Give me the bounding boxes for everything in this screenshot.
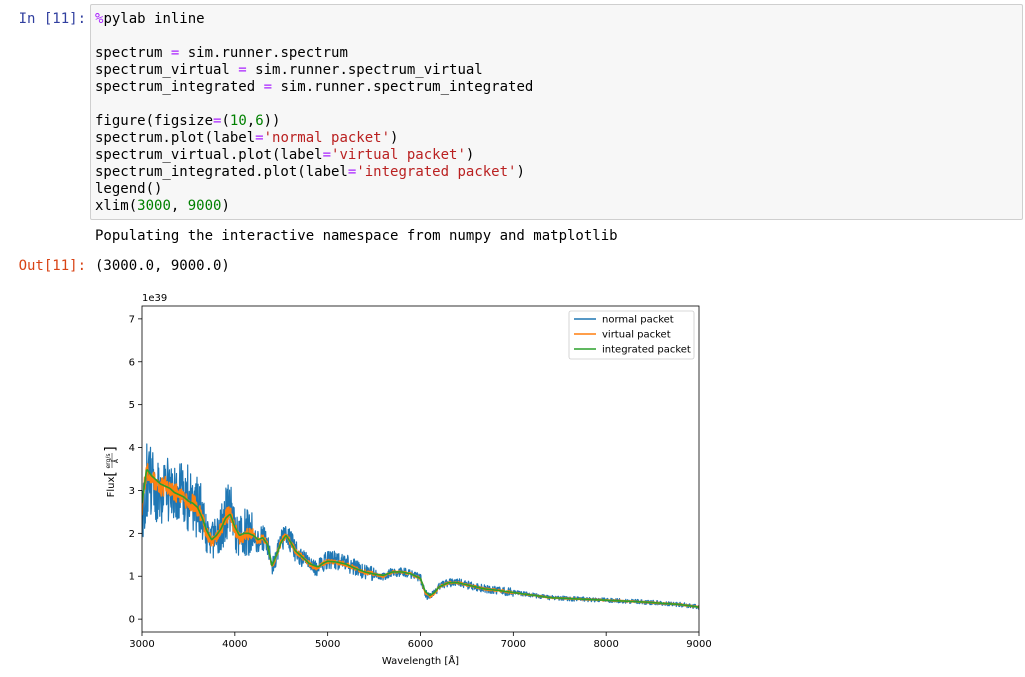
y-tick-label: 2 [129, 529, 135, 540]
series-line-normal-packet [142, 443, 699, 610]
code-line: spectrum_virtual.plot(label='virtual pac… [95, 147, 474, 163]
y-tick-label: 4 [129, 443, 135, 454]
code-token: = [238, 62, 247, 78]
code-token: )) [263, 113, 281, 129]
code-token: sim.runner.spectrum_integrated [272, 79, 534, 95]
legend-label: normal packet [602, 315, 674, 326]
y-axis-label-bracket: ] [103, 446, 119, 451]
code-line: spectrum_integrated.plot(label='integrat… [95, 164, 525, 180]
x-tick-label: 8000 [593, 639, 618, 650]
y-axis-label-prefix: Flux [106, 477, 117, 498]
legend-label: integrated packet [602, 345, 691, 356]
code-token: ( [221, 113, 230, 129]
code-line: legend() [95, 181, 162, 197]
code-token: = [263, 79, 273, 95]
input-prompt: In [11]: [18, 11, 86, 27]
code-editor[interactable]: %pylab inline spectrum = sim.runner.spec… [95, 11, 533, 215]
y-tick-label: 3 [129, 486, 135, 497]
code-token: figure(figsize [95, 113, 214, 129]
x-tick-label: 5000 [315, 639, 340, 650]
code-line: spectrum_integrated = sim.runner.spectru… [95, 79, 533, 95]
code-token: ) [221, 198, 230, 214]
code-token: sim.runner.spectrum [179, 45, 348, 61]
plot-area [142, 443, 699, 610]
code-token: = [347, 164, 357, 180]
y-axis-label-denominator: Å [113, 458, 120, 463]
y-tick-label: 0 [129, 615, 135, 626]
code-token: xlim( [95, 198, 138, 214]
y-tick-label: 5 [129, 400, 135, 411]
x-tick-label: 3000 [129, 639, 154, 650]
code-token: , [246, 113, 256, 129]
legend: normal packet virtual packet integrated pa… [568, 310, 695, 360]
code-token: pylab inline [103, 11, 205, 27]
code-line: xlim(3000, 9000) [95, 198, 230, 214]
y-tick-label: 1 [129, 572, 135, 583]
code-token: , [170, 198, 188, 214]
code-token: 'normal packet' [263, 130, 391, 146]
result-output: (3000.0, 9000.0) [95, 258, 230, 274]
legend-label: virtual packet [602, 330, 671, 341]
code-cell-input[interactable]: %pylab inline spectrum = sim.runner.spec… [90, 4, 1023, 220]
code-token: 9000 [187, 198, 222, 214]
code-token: spectrum_integrated.plot(label [95, 164, 348, 180]
code-token: 10 [229, 113, 247, 129]
code-token: sim.runner.spectrum_virtual [246, 62, 483, 78]
y-axis-label-bracket: [ [103, 471, 119, 476]
code-token: 'integrated packet' [356, 164, 517, 180]
x-tick-label: 9000 [686, 639, 711, 650]
code-token: 6 [255, 113, 264, 129]
code-token: spectrum_virtual [95, 62, 239, 78]
code-line: spectrum_virtual = sim.runner.spectrum_v… [95, 62, 483, 78]
code-token: ) [516, 164, 525, 180]
code-token: ) [465, 147, 475, 163]
code-token: = [322, 147, 332, 163]
code-token: 'virtual packet' [331, 147, 466, 163]
code-token: = [255, 130, 264, 146]
code-token: = [170, 45, 180, 61]
code-token: = [213, 113, 222, 129]
code-line: spectrum = sim.runner.spectrum [95, 45, 348, 61]
y-axis-label: Flux[ erg/s Å] [103, 446, 120, 497]
y-tick-label: 6 [129, 357, 135, 368]
code-line: figure(figsize=(10,6)) [95, 113, 280, 129]
code-token: ) [390, 130, 399, 146]
y-offset-label: 1e39 [142, 293, 167, 304]
code-token: 3000 [137, 198, 171, 214]
x-axis-label: Wavelength [Å] [382, 654, 459, 667]
y-axis-label-numerator: erg/s [105, 453, 112, 468]
legend-box [568, 310, 695, 360]
y-tick-label: 7 [129, 314, 135, 325]
output-prompt: Out[11]: [18, 258, 86, 274]
stream-output: Populating the interactive namespace fro… [95, 228, 618, 244]
x-tick-label: 4000 [222, 639, 247, 650]
series-line-integrated-packet [142, 469, 699, 608]
code-line: %pylab inline [95, 11, 205, 27]
code-token: spectrum.plot(label [95, 130, 256, 146]
code-token: spectrum_integrated [95, 79, 264, 95]
code-token: % [95, 11, 104, 27]
code-token: legend() [95, 181, 163, 197]
code-token: spectrum [95, 45, 171, 61]
x-tick-label: 6000 [408, 639, 433, 650]
code-token: spectrum_virtual.plot(label [95, 147, 323, 163]
code-line: spectrum.plot(label='normal packet') [95, 130, 398, 146]
x-tick-label: 7000 [501, 639, 526, 650]
